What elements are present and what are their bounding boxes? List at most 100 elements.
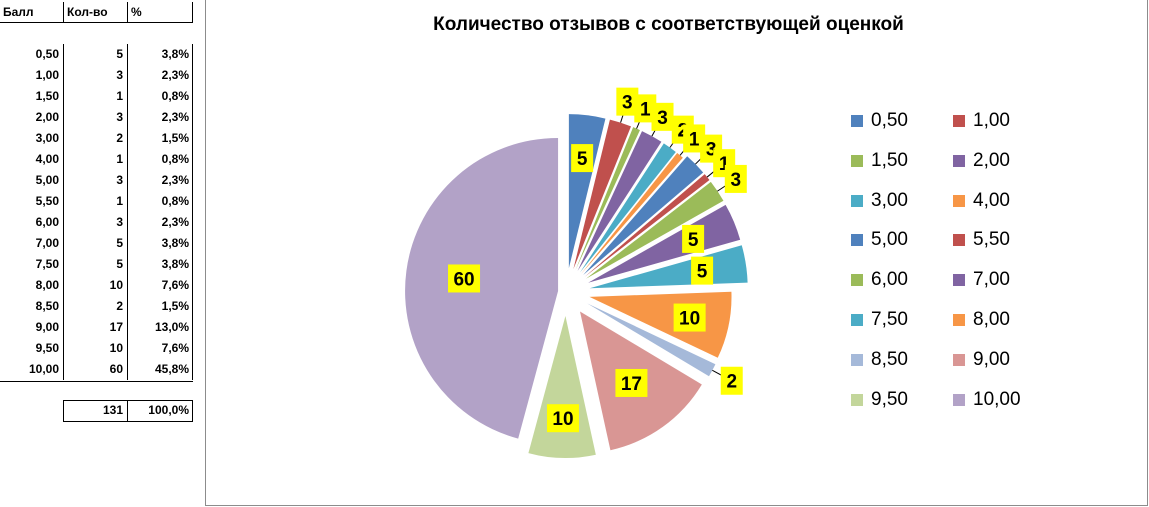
legend-label: 10,00 [973, 388, 1021, 410]
table-cell[interactable]: 131 [102, 403, 123, 417]
table-cell[interactable]: 2,3% [161, 173, 189, 187]
table-cell[interactable]: 10,00 [28, 362, 59, 376]
table-cell[interactable]: 9,00 [35, 320, 59, 334]
legend-label: 0,50 [871, 110, 908, 131]
table-cell[interactable]: 2,00 [35, 110, 59, 124]
table-cell[interactable]: 7,6% [161, 278, 189, 292]
table-cell[interactable]: 8,00 [35, 278, 59, 292]
data-label-text: 1 [689, 129, 700, 150]
table-cell[interactable]: 45,8% [154, 362, 189, 376]
table-cell[interactable]: 10 [109, 278, 123, 292]
data-label-background [691, 256, 714, 285]
pie-slice[interactable] [580, 143, 676, 273]
table-cell[interactable]: 9,50 [35, 341, 59, 355]
table-cell[interactable]: 1,5% [161, 299, 189, 313]
table-cell[interactable]: 3 [116, 215, 123, 229]
data-label-text: 3 [731, 170, 742, 191]
table-cell[interactable]: 3 [116, 68, 123, 82]
legend-swatch [953, 314, 965, 326]
cell-border [63, 254, 64, 275]
legend-label: 1,00 [973, 110, 1010, 131]
pie-slice[interactable] [573, 119, 632, 270]
table-cell[interactable]: 1 [116, 89, 123, 103]
data-label-text: 1 [640, 99, 651, 120]
table-cell[interactable]: 2,3% [161, 68, 189, 82]
table-cell[interactable]: 10 [109, 341, 123, 355]
table-cell[interactable]: 2 [116, 131, 123, 145]
legend-swatch [953, 194, 965, 207]
table-cell[interactable]: 3,8% [161, 257, 189, 271]
pie-slice[interactable] [528, 315, 596, 458]
table-cell[interactable]: 1,00 [35, 68, 59, 82]
table-cell[interactable]: 5 [116, 257, 123, 271]
table-cell[interactable]: 60 [109, 362, 123, 376]
table-cell[interactable]: 3,8% [161, 47, 189, 61]
table-cell[interactable]: 6,00 [35, 215, 59, 229]
table-cell[interactable]: 1 [116, 152, 123, 166]
cell-border [63, 170, 64, 191]
cell-border [192, 317, 193, 338]
pie-slice[interactable] [405, 137, 559, 439]
cell-border [192, 2, 193, 23]
table-cell[interactable]: Кол-во [67, 5, 108, 19]
table-cell[interactable]: 1,5% [161, 131, 189, 145]
cell-border [127, 317, 128, 338]
table-cell[interactable]: 7,00 [35, 236, 59, 250]
table-cell[interactable]: 3 [116, 110, 123, 124]
table-cell[interactable]: 0,8% [161, 194, 189, 208]
cell-border [127, 149, 128, 170]
data-label-text: 5 [697, 262, 708, 283]
table-cell[interactable]: 5,00 [35, 173, 59, 187]
table-cell[interactable]: 0,8% [161, 89, 189, 103]
pie-slice[interactable] [585, 181, 724, 279]
pie-slice[interactable] [575, 127, 640, 270]
pie-slice[interactable] [577, 131, 662, 271]
table-row: 2,00 3 2,3% [0, 107, 196, 128]
table-cell[interactable]: 5,50 [35, 194, 59, 208]
table-cell[interactable]: 7,6% [161, 341, 189, 355]
data-label: 2 [712, 366, 743, 395]
legend-swatch [851, 234, 863, 247]
table-cell[interactable]: 13,0% [154, 320, 189, 334]
pie-slice[interactable] [581, 153, 683, 274]
cell-border [127, 128, 128, 149]
table-cell[interactable]: 3,8% [161, 236, 189, 250]
cell-border [192, 233, 193, 254]
data-label-text: 5 [577, 149, 588, 170]
table-cell[interactable]: % [131, 5, 142, 19]
cell-border [192, 107, 193, 128]
cell-border [63, 86, 64, 107]
table-cell[interactable]: 2,3% [161, 110, 189, 124]
cell-border [192, 149, 193, 170]
pie-slice[interactable] [588, 204, 741, 283]
table-cell[interactable]: 5 [116, 47, 123, 61]
data-label: 17 [615, 368, 648, 397]
table-cell[interactable]: 2 [116, 299, 123, 313]
table-cell[interactable]: Балл [3, 5, 34, 19]
chart-title: Количество отзывов с соответствующей оце… [433, 14, 904, 35]
table-cell[interactable]: 0,8% [161, 152, 189, 166]
data-label: 10 [546, 404, 579, 433]
table-cell[interactable]: 8,50 [35, 299, 59, 313]
table-cell[interactable]: 3,00 [35, 131, 59, 145]
pie-slice[interactable] [583, 156, 704, 276]
table-cell[interactable]: 100,0% [148, 403, 189, 417]
totals-row: 131 100,0% [0, 400, 196, 421]
pie-slice[interactable] [587, 303, 716, 377]
table-cell[interactable]: 4,00 [35, 152, 59, 166]
cell-border [192, 170, 193, 191]
table-cell[interactable]: 3 [116, 173, 123, 187]
cell-border [127, 86, 128, 107]
table-cell[interactable]: 17 [109, 320, 123, 334]
legend-swatch [851, 115, 863, 127]
table-cell[interactable]: 2,3% [161, 215, 189, 229]
legend-label: 7,50 [871, 309, 908, 330]
table-cell[interactable]: 5 [116, 236, 123, 250]
table-cell[interactable]: 1,50 [35, 89, 59, 103]
table-cell[interactable]: 0,50 [35, 47, 59, 61]
table-cell[interactable]: 1 [116, 194, 123, 208]
pie-slice[interactable] [584, 174, 710, 277]
table-row: 8,00 10 7,6% [0, 275, 196, 296]
chart-area[interactable]: Количество отзывов с соответствующей оце… [205, 0, 1148, 506]
table-cell[interactable]: 7,50 [35, 257, 59, 271]
